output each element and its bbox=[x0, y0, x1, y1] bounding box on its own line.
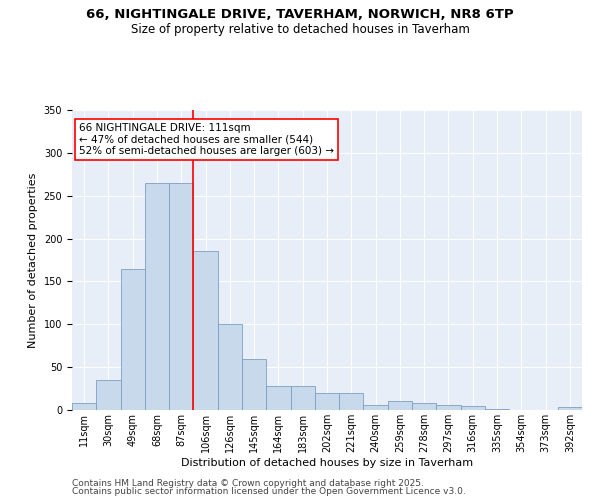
Bar bbox=[193, 252, 218, 410]
Bar bbox=[266, 386, 290, 410]
Bar bbox=[145, 183, 169, 410]
Bar bbox=[364, 405, 388, 410]
Bar bbox=[290, 386, 315, 410]
Bar bbox=[461, 406, 485, 410]
Bar bbox=[169, 183, 193, 410]
Bar bbox=[339, 393, 364, 410]
Bar bbox=[485, 409, 509, 410]
Bar bbox=[72, 403, 96, 410]
Text: 66 NIGHTINGALE DRIVE: 111sqm
← 47% of detached houses are smaller (544)
52% of s: 66 NIGHTINGALE DRIVE: 111sqm ← 47% of de… bbox=[79, 123, 334, 156]
Bar bbox=[121, 268, 145, 410]
Bar bbox=[315, 393, 339, 410]
Text: Contains public sector information licensed under the Open Government Licence v3: Contains public sector information licen… bbox=[72, 487, 466, 496]
Bar bbox=[218, 324, 242, 410]
X-axis label: Distribution of detached houses by size in Taverham: Distribution of detached houses by size … bbox=[181, 458, 473, 468]
Text: 66, NIGHTINGALE DRIVE, TAVERHAM, NORWICH, NR8 6TP: 66, NIGHTINGALE DRIVE, TAVERHAM, NORWICH… bbox=[86, 8, 514, 20]
Y-axis label: Number of detached properties: Number of detached properties bbox=[28, 172, 38, 348]
Bar bbox=[412, 403, 436, 410]
Bar bbox=[96, 380, 121, 410]
Bar bbox=[242, 358, 266, 410]
Text: Contains HM Land Registry data © Crown copyright and database right 2025.: Contains HM Land Registry data © Crown c… bbox=[72, 478, 424, 488]
Bar bbox=[388, 402, 412, 410]
Text: Size of property relative to detached houses in Taverham: Size of property relative to detached ho… bbox=[131, 22, 469, 36]
Bar bbox=[558, 408, 582, 410]
Bar bbox=[436, 405, 461, 410]
